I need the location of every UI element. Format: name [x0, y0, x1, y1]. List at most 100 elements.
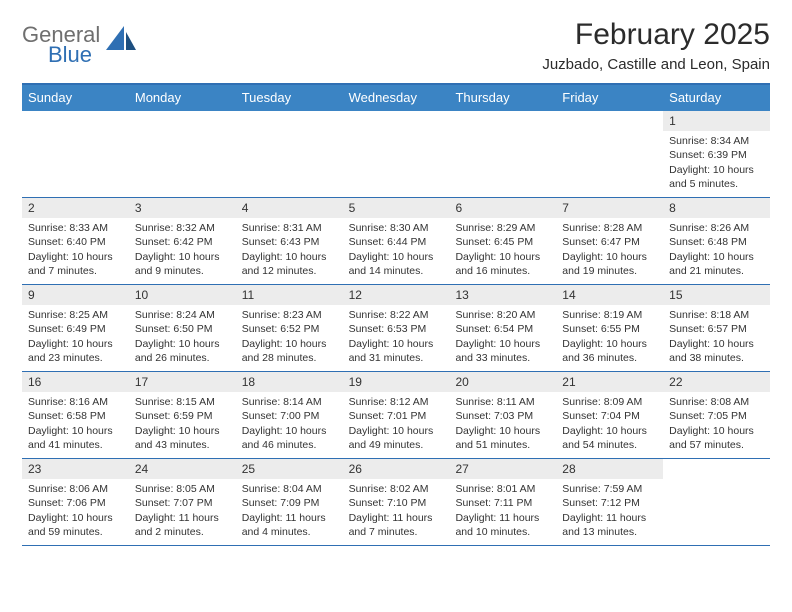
sunrise-text: Sunrise: 8:24 AM — [135, 308, 230, 322]
daylight-text: Daylight: 10 hours — [669, 163, 764, 177]
day-body: Sunrise: 8:23 AMSunset: 6:52 PMDaylight:… — [236, 305, 343, 369]
day-cell — [449, 111, 556, 197]
week-row: 23Sunrise: 8:06 AMSunset: 7:06 PMDayligh… — [22, 459, 770, 546]
sail-icon — [106, 26, 138, 54]
daylight-text: and 14 minutes. — [349, 264, 444, 278]
day-cell — [663, 459, 770, 545]
daylight-text: Daylight: 11 hours — [135, 511, 230, 525]
day-number: 17 — [129, 372, 236, 392]
daylight-text: and 51 minutes. — [455, 438, 550, 452]
day-cell: 4Sunrise: 8:31 AMSunset: 6:43 PMDaylight… — [236, 198, 343, 284]
day-body: Sunrise: 8:18 AMSunset: 6:57 PMDaylight:… — [663, 305, 770, 369]
day-number: 22 — [663, 372, 770, 392]
day-number: 5 — [343, 198, 450, 218]
day-cell: 17Sunrise: 8:15 AMSunset: 6:59 PMDayligh… — [129, 372, 236, 458]
daylight-text: and 46 minutes. — [242, 438, 337, 452]
weekday-header: Saturday — [663, 85, 770, 111]
sunrise-text: Sunrise: 8:23 AM — [242, 308, 337, 322]
daylight-text: Daylight: 10 hours — [28, 424, 123, 438]
sunrise-text: Sunrise: 8:18 AM — [669, 308, 764, 322]
daylight-text: and 21 minutes. — [669, 264, 764, 278]
weekday-header: Friday — [556, 85, 663, 111]
sunrise-text: Sunrise: 8:11 AM — [455, 395, 550, 409]
sunset-text: Sunset: 7:06 PM — [28, 496, 123, 510]
sunrise-text: Sunrise: 8:19 AM — [562, 308, 657, 322]
day-number: 12 — [343, 285, 450, 305]
brand-logo: General Blue — [22, 18, 138, 66]
daylight-text: and 36 minutes. — [562, 351, 657, 365]
day-body: Sunrise: 8:28 AMSunset: 6:47 PMDaylight:… — [556, 218, 663, 282]
day-body: Sunrise: 8:02 AMSunset: 7:10 PMDaylight:… — [343, 479, 450, 543]
day-cell: 12Sunrise: 8:22 AMSunset: 6:53 PMDayligh… — [343, 285, 450, 371]
title-block: February 2025 Juzbado, Castille and Leon… — [542, 18, 770, 73]
daylight-text: Daylight: 10 hours — [562, 250, 657, 264]
sunrise-text: Sunrise: 8:30 AM — [349, 221, 444, 235]
day-cell: 19Sunrise: 8:12 AMSunset: 7:01 PMDayligh… — [343, 372, 450, 458]
sunset-text: Sunset: 6:40 PM — [28, 235, 123, 249]
month-title: February 2025 — [542, 18, 770, 52]
day-number: 3 — [129, 198, 236, 218]
day-number: 25 — [236, 459, 343, 479]
sunrise-text: Sunrise: 8:12 AM — [349, 395, 444, 409]
sunrise-text: Sunrise: 8:33 AM — [28, 221, 123, 235]
daylight-text: and 41 minutes. — [28, 438, 123, 452]
sunrise-text: Sunrise: 8:04 AM — [242, 482, 337, 496]
week-row: 9Sunrise: 8:25 AMSunset: 6:49 PMDaylight… — [22, 285, 770, 372]
sunset-text: Sunset: 7:00 PM — [242, 409, 337, 423]
day-cell: 14Sunrise: 8:19 AMSunset: 6:55 PMDayligh… — [556, 285, 663, 371]
day-body: Sunrise: 8:26 AMSunset: 6:48 PMDaylight:… — [663, 218, 770, 282]
day-cell — [236, 111, 343, 197]
daylight-text: Daylight: 10 hours — [242, 424, 337, 438]
week-row: 2Sunrise: 8:33 AMSunset: 6:40 PMDaylight… — [22, 198, 770, 285]
page-header: General Blue February 2025 Juzbado, Cast… — [22, 18, 770, 73]
day-number: 16 — [22, 372, 129, 392]
week-row: 1Sunrise: 8:34 AMSunset: 6:39 PMDaylight… — [22, 111, 770, 198]
sunrise-text: Sunrise: 8:29 AM — [455, 221, 550, 235]
day-cell: 13Sunrise: 8:20 AMSunset: 6:54 PMDayligh… — [449, 285, 556, 371]
day-cell: 21Sunrise: 8:09 AMSunset: 7:04 PMDayligh… — [556, 372, 663, 458]
day-body: Sunrise: 8:20 AMSunset: 6:54 PMDaylight:… — [449, 305, 556, 369]
daylight-text: and 2 minutes. — [135, 525, 230, 539]
daylight-text: and 9 minutes. — [135, 264, 230, 278]
daylight-text: Daylight: 10 hours — [669, 424, 764, 438]
daylight-text: Daylight: 10 hours — [349, 424, 444, 438]
sunrise-text: Sunrise: 8:02 AM — [349, 482, 444, 496]
brand-bottom: Blue — [48, 44, 100, 66]
sunrise-text: Sunrise: 8:31 AM — [242, 221, 337, 235]
day-cell: 8Sunrise: 8:26 AMSunset: 6:48 PMDaylight… — [663, 198, 770, 284]
weeks-container: 1Sunrise: 8:34 AMSunset: 6:39 PMDaylight… — [22, 111, 770, 546]
daylight-text: and 57 minutes. — [669, 438, 764, 452]
sunset-text: Sunset: 6:55 PM — [562, 322, 657, 336]
sunset-text: Sunset: 7:10 PM — [349, 496, 444, 510]
daylight-text: Daylight: 10 hours — [669, 337, 764, 351]
day-cell: 27Sunrise: 8:01 AMSunset: 7:11 PMDayligh… — [449, 459, 556, 545]
day-number: 20 — [449, 372, 556, 392]
sunset-text: Sunset: 7:01 PM — [349, 409, 444, 423]
daylight-text: Daylight: 10 hours — [455, 337, 550, 351]
sunrise-text: Sunrise: 8:25 AM — [28, 308, 123, 322]
weekday-header: Thursday — [449, 85, 556, 111]
day-body: Sunrise: 8:29 AMSunset: 6:45 PMDaylight:… — [449, 218, 556, 282]
day-cell: 22Sunrise: 8:08 AMSunset: 7:05 PMDayligh… — [663, 372, 770, 458]
sunset-text: Sunset: 7:09 PM — [242, 496, 337, 510]
daylight-text: Daylight: 10 hours — [349, 250, 444, 264]
day-body: Sunrise: 8:09 AMSunset: 7:04 PMDaylight:… — [556, 392, 663, 456]
sunset-text: Sunset: 6:57 PM — [669, 322, 764, 336]
day-number: 1 — [663, 111, 770, 131]
day-body: Sunrise: 8:22 AMSunset: 6:53 PMDaylight:… — [343, 305, 450, 369]
daylight-text: Daylight: 10 hours — [135, 424, 230, 438]
daylight-text: and 33 minutes. — [455, 351, 550, 365]
day-body: Sunrise: 8:06 AMSunset: 7:06 PMDaylight:… — [22, 479, 129, 543]
week-row: 16Sunrise: 8:16 AMSunset: 6:58 PMDayligh… — [22, 372, 770, 459]
daylight-text: and 13 minutes. — [562, 525, 657, 539]
daylight-text: Daylight: 10 hours — [28, 250, 123, 264]
sunrise-text: Sunrise: 8:06 AM — [28, 482, 123, 496]
day-cell: 6Sunrise: 8:29 AMSunset: 6:45 PMDaylight… — [449, 198, 556, 284]
day-number: 6 — [449, 198, 556, 218]
daylight-text: Daylight: 10 hours — [242, 250, 337, 264]
daylight-text: and 59 minutes. — [28, 525, 123, 539]
day-number: 26 — [343, 459, 450, 479]
day-cell: 11Sunrise: 8:23 AMSunset: 6:52 PMDayligh… — [236, 285, 343, 371]
day-body: Sunrise: 8:14 AMSunset: 7:00 PMDaylight:… — [236, 392, 343, 456]
day-body: Sunrise: 8:15 AMSunset: 6:59 PMDaylight:… — [129, 392, 236, 456]
